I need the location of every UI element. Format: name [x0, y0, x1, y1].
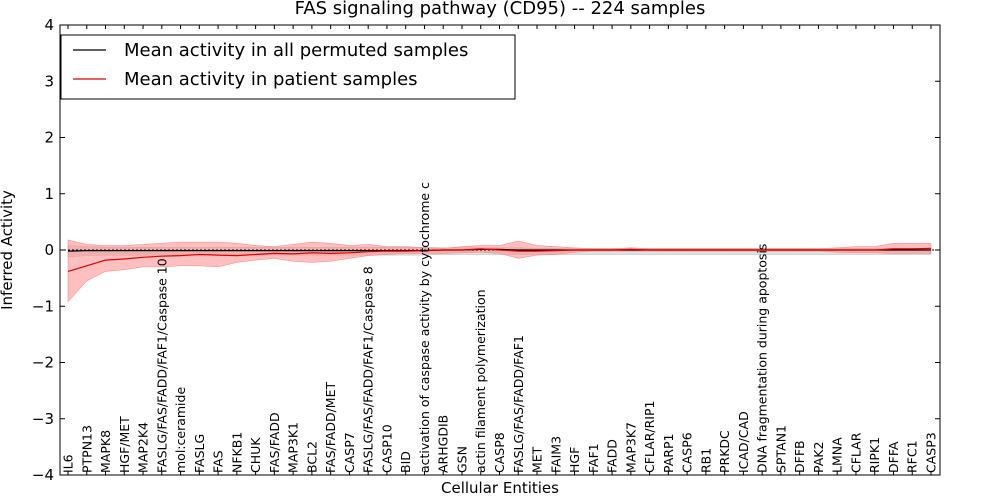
category-label: RFC1 — [905, 440, 920, 473]
category-label: IL6 — [61, 454, 76, 473]
chart-title: FAS signaling pathway (CD95) -- 224 samp… — [295, 0, 706, 19]
category-label: FASLG/FAS/FADD/FAF1/Caspase 10 — [154, 258, 169, 473]
category-label: FASLG/FAS/FADD/FAF1/Caspase 8 — [361, 266, 376, 473]
category-label: FAIM3 — [548, 436, 563, 473]
series-lines — [67, 247, 932, 272]
category-label: DNA fragmentation during apoptosis — [755, 244, 770, 473]
category-label: BID — [398, 451, 413, 473]
y-tick-label: −1 — [32, 297, 54, 315]
legend-box — [60, 34, 516, 100]
category-label: FASLG — [192, 434, 207, 473]
category-label: CASP3 — [924, 432, 939, 473]
category-label: MET — [530, 446, 545, 473]
category-label: DFFA — [886, 441, 901, 473]
band-patient — [67, 239, 932, 303]
category-label: DFFB — [792, 440, 807, 473]
plot-area: 4 3 2 1 0 −1 −2 −3 −4 IL6 PTPN13 MAPK8 HGF/MET MAP2K… — [32, 16, 941, 484]
category-label: FAF1 — [586, 443, 601, 473]
category-label: ARHGDIB — [436, 415, 451, 473]
x-axis-label: Cellular Entities — [441, 479, 559, 497]
category-label: RB1 — [698, 448, 713, 473]
category-label: NFKB1 — [229, 432, 244, 473]
y-tick-label: 0 — [44, 241, 54, 259]
y-tick-label: 4 — [44, 16, 54, 34]
category-label: CASP8 — [492, 432, 507, 473]
y-tick-label: −4 — [32, 466, 54, 484]
y-tick-label: 3 — [44, 72, 54, 90]
category-label: PRKDC — [717, 430, 732, 473]
category-label: RIPK1 — [867, 437, 882, 473]
category-label: PTPN13 — [79, 425, 94, 473]
y-axis-label: Inferred Activity — [0, 190, 16, 310]
y-tick-label: 2 — [44, 129, 54, 147]
category-label: FAS/FADD/MET — [323, 382, 338, 473]
category-label: FAS/FADD — [267, 412, 282, 473]
legend: Mean activity in all permuted samples Me… — [60, 34, 516, 100]
category-label: MAP2K4 — [136, 422, 151, 473]
category-label: actin filament polymerization — [473, 289, 488, 473]
category-label: PARP1 — [661, 434, 676, 473]
category-label: HGF/MET — [117, 416, 132, 473]
y-tick-label: −3 — [32, 410, 54, 428]
category-label: CASP6 — [680, 432, 695, 473]
category-label: CASP10 — [379, 424, 394, 473]
category-label: activation of caspase activity by cytoch… — [417, 182, 432, 473]
legend-entry-permuted: Mean activity in all permuted samples — [124, 40, 468, 61]
category-label: MAPK8 — [98, 430, 113, 473]
y-tick-label: −2 — [32, 354, 54, 372]
category-label: mol:ceramide — [173, 387, 188, 473]
category-label: FAS — [211, 450, 226, 473]
category-label: CFLAR/RIP1 — [642, 401, 657, 473]
plot-frame — [59, 24, 941, 476]
y-tick-label: 1 — [44, 185, 54, 203]
category-label: CHUK — [248, 437, 263, 473]
legend-entry-patient: Mean activity in patient samples — [124, 69, 418, 90]
category-label: CFLAR — [849, 432, 864, 473]
category-label: BCL2 — [304, 441, 319, 473]
line-patient — [67, 247, 932, 272]
category-label: FADD — [605, 439, 620, 473]
category-label: SPTAN1 — [773, 425, 788, 473]
category-label: ICAD/CAD — [736, 411, 751, 473]
category-labels: IL6 PTPN13 MAPK8 HGF/MET MAP2K4 FASLG/FAS/FAD… — [61, 182, 939, 473]
category-label: CASP7 — [342, 432, 357, 473]
category-label: PAK2 — [811, 442, 826, 473]
category-label: MAP3K1 — [286, 422, 301, 473]
category-label: MAP3K7 — [623, 422, 638, 473]
category-label: FASLG/FAS/FADD/FAF1 — [511, 335, 526, 473]
category-label: LMNA — [830, 437, 845, 473]
category-label: HGF — [567, 447, 582, 473]
category-label: GSN — [455, 446, 470, 473]
